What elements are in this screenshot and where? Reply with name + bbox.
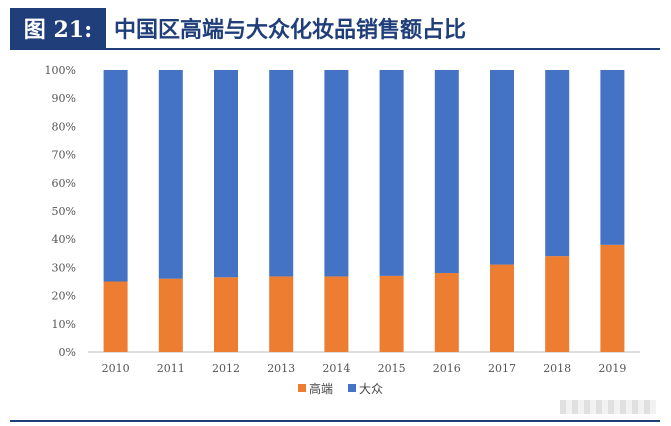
figure-number: 图 21: [10, 8, 106, 48]
x-tick-label: 2015 [378, 362, 406, 375]
y-tick-label: 20% [52, 290, 76, 303]
bar-high-end-2015 [379, 275, 404, 352]
x-tick-label: 2011 [157, 362, 185, 375]
bar-mass-2010 [103, 70, 128, 282]
bar-high-end-2014 [324, 276, 349, 352]
y-tick-label: 50% [52, 205, 76, 218]
bar-mass-2018 [545, 70, 570, 257]
bar-mass-2016 [434, 70, 459, 274]
legend-label-mass: 大众 [359, 382, 383, 396]
stacked-bar-chart: 0% 10% 20% 30% 40% 50% 60% 70% 80% 90% 100% 2010 201… [45, 64, 640, 396]
x-tick-label: 2019 [598, 362, 626, 375]
watermark-image [560, 400, 656, 414]
legend-swatch-high-end [298, 384, 306, 392]
bar-high-end-2013 [269, 276, 294, 352]
bar-high-end-2017 [490, 264, 514, 352]
bar-high-end-2011 [158, 278, 183, 352]
footer-rule [10, 420, 660, 422]
bar-high-end-2018 [545, 256, 570, 352]
bar-high-end-2019 [600, 244, 625, 352]
bar-high-end-2016 [434, 273, 459, 352]
bar-mass-2017 [490, 70, 514, 265]
y-tick-label: 80% [52, 120, 76, 133]
legend-label-high-end: 高端 [309, 381, 333, 396]
x-tick-label: 2018 [543, 362, 571, 375]
y-tick-label: 70% [52, 149, 76, 162]
bar-mass-2019 [600, 70, 625, 245]
y-tick-label: 10% [52, 318, 76, 331]
figure-header: 图 21: 中国区高端与大众化妆品销售额占比 [10, 8, 660, 50]
x-tick-label: 2013 [267, 362, 295, 375]
bar-mass-2015 [379, 70, 404, 276]
bar-mass-2012 [214, 70, 238, 278]
y-tick-label: 0% [59, 346, 76, 359]
x-tick-label: 2014 [322, 362, 350, 375]
bar-high-end-2010 [103, 281, 128, 352]
y-tick-label: 90% [52, 92, 76, 105]
x-tick-label: 2010 [102, 362, 130, 375]
legend-swatch-mass [348, 384, 356, 392]
x-tick-label: 2017 [488, 362, 516, 375]
y-tick-label: 30% [52, 261, 76, 274]
x-tick-label: 2012 [212, 362, 240, 375]
x-tick-label: 2016 [433, 362, 461, 375]
bar-mass-2011 [158, 70, 183, 279]
bar-high-end-2012 [214, 277, 238, 352]
y-tick-label: 100% [45, 64, 76, 77]
chart-title: 中国区高端与大众化妆品销售额占比 [114, 18, 467, 43]
bar-mass-2013 [269, 70, 294, 277]
y-tick-label: 40% [52, 233, 76, 246]
y-tick-label: 60% [52, 177, 76, 190]
bar-mass-2014 [324, 70, 349, 277]
